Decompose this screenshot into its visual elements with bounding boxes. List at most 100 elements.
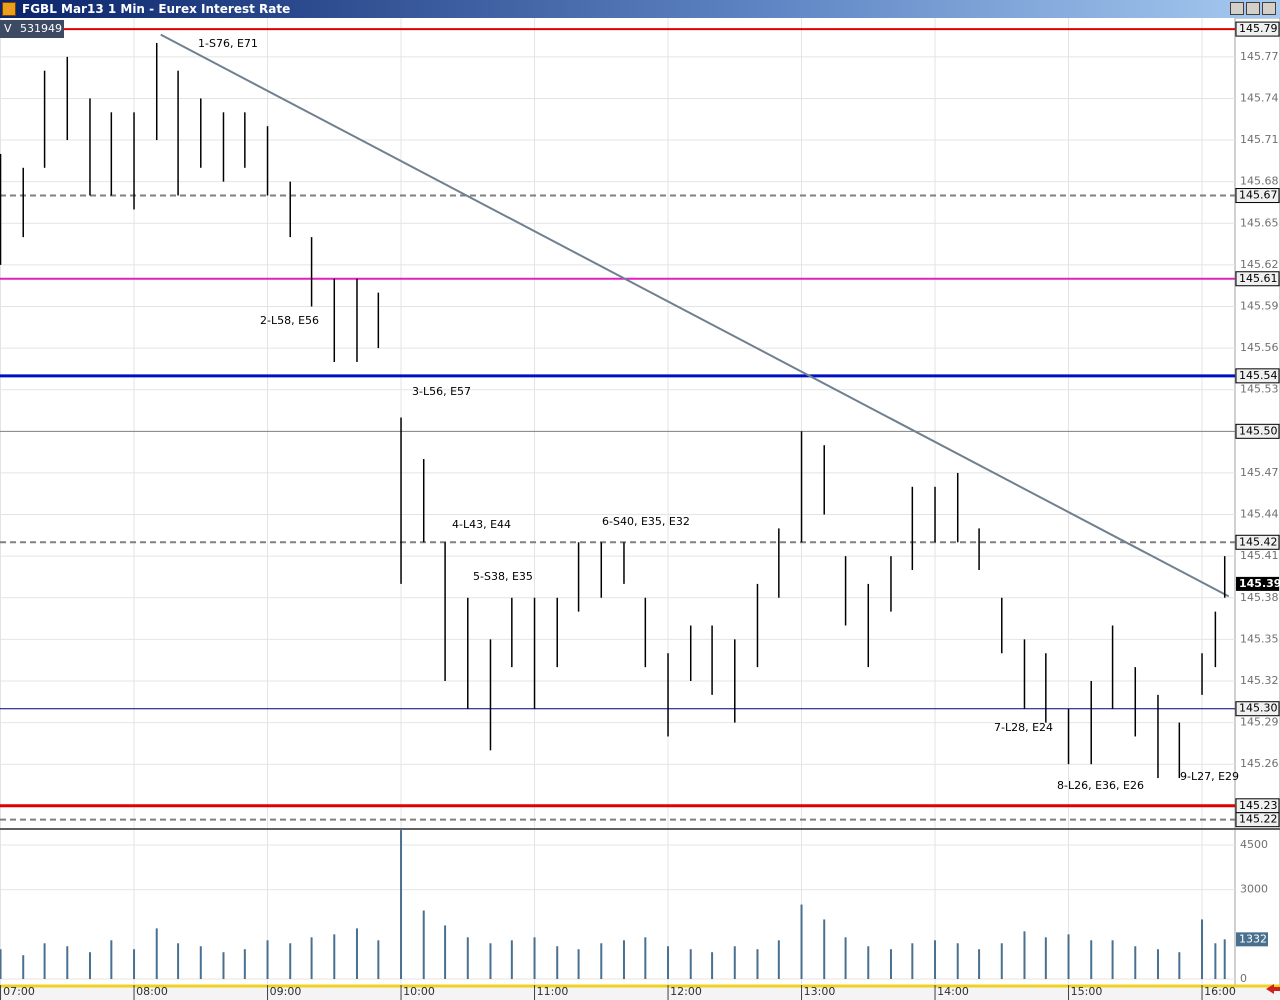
y-tick-label: 145.68 <box>1240 175 1279 188</box>
volume-total-box <box>0 20 64 38</box>
level-label-box <box>1235 188 1280 204</box>
last-volume-box <box>1236 932 1268 947</box>
scroll-arrow[interactable] <box>1266 984 1280 994</box>
volume-bar <box>1201 919 1204 980</box>
trade-annotation: 8-L26, E36, E26 <box>1057 779 1144 792</box>
level-label: 145.22 <box>1239 813 1278 826</box>
volume-bar <box>1067 934 1070 980</box>
volume-bar <box>1178 952 1181 980</box>
volume-bar <box>978 949 981 980</box>
volume-bar <box>1214 943 1217 980</box>
volume-total: 531949 <box>20 22 62 35</box>
level-label: 145.67 <box>1239 189 1278 202</box>
last-volume-label: 1332 <box>1239 932 1267 945</box>
chart: 145.77145.74145.71145.68145.65145.62145.… <box>0 18 1280 1000</box>
volume-bar <box>110 940 113 980</box>
x-tick-label: 15:00 <box>1071 985 1103 998</box>
y-tick-label: 145.41 <box>1240 549 1279 562</box>
trade-annotation: 5-S38, E35 <box>473 570 533 583</box>
trade-annotation: 3-L56, E57 <box>412 385 471 398</box>
volume-bar <box>711 952 714 980</box>
y-tick-label: 0 <box>1240 972 1247 985</box>
level-label: 145.23 <box>1239 799 1278 812</box>
level-label: 145.50 <box>1239 424 1278 437</box>
level-label: 145.30 <box>1239 702 1278 715</box>
level-label-box <box>1235 368 1280 384</box>
volume-bar <box>1111 940 1114 980</box>
level-label-box <box>1235 701 1280 717</box>
level-label: 145.42 <box>1239 535 1278 548</box>
volume-bar <box>622 940 625 980</box>
level-label: 145.79 <box>1239 22 1278 35</box>
volume-bar <box>733 946 736 980</box>
volume-bar <box>689 949 692 980</box>
close-button[interactable] <box>1262 2 1276 15</box>
trendline <box>160 33 1230 598</box>
volume-bar <box>867 946 870 980</box>
y-tick-label: 145.32 <box>1240 674 1279 687</box>
x-tick-label: 13:00 <box>804 985 836 998</box>
trade-annotation: 9-L27, E29 <box>1180 770 1239 783</box>
trade-annotation: 4-L43, E44 <box>452 518 511 531</box>
volume-bar <box>823 919 826 980</box>
volume-bar <box>667 946 670 980</box>
y-tick-label: 145.44 <box>1240 508 1279 521</box>
level-label-box <box>1235 423 1280 439</box>
x-axis-bar <box>0 985 1280 1000</box>
x-tick-label: 11:00 <box>537 985 569 998</box>
last-price-label: 145.39 <box>1239 577 1280 590</box>
volume-bar <box>266 940 269 980</box>
price-pane <box>0 18 1235 828</box>
volume-bar <box>600 943 603 980</box>
volume-bar <box>400 830 403 980</box>
title-bar: FGBL Mar13 1 Min - Eurex Interest Rate <box>0 0 1280 18</box>
x-tick-label: 16:00 <box>1204 985 1236 998</box>
volume-bar <box>1156 949 1159 980</box>
volume-bar <box>243 949 246 980</box>
level-label: 145.61 <box>1239 272 1278 285</box>
trade-annotation: 7-L28, E24 <box>994 721 1053 734</box>
y-tick-label: 145.65 <box>1240 216 1279 229</box>
volume-bar <box>756 949 759 980</box>
x-tick-label: 09:00 <box>270 985 302 998</box>
volume-bar <box>911 943 914 980</box>
volume-bar <box>533 937 536 980</box>
trade-annotation: 2-L58, E56 <box>260 314 319 327</box>
volume-bar <box>644 937 647 980</box>
volume-bar <box>355 928 358 980</box>
x-tick-label: 07:00 <box>3 985 35 998</box>
volume-bar <box>934 940 937 980</box>
level-label-box <box>1235 271 1280 287</box>
y-tick-label: 145.35 <box>1240 632 1279 645</box>
volume-bar <box>956 943 959 980</box>
x-tick-label: 10:00 <box>403 985 435 998</box>
y-tick-label: 4500 <box>1240 838 1268 851</box>
y-tick-label: 145.29 <box>1240 716 1279 729</box>
y-tick-label: 145.77 <box>1240 50 1279 63</box>
volume-bar <box>177 943 180 980</box>
volume-bar <box>556 946 559 980</box>
level-label-box <box>1235 812 1280 828</box>
trade-annotation: 6-S40, E35, E32 <box>602 515 690 528</box>
x-tick-label: 14:00 <box>937 985 969 998</box>
window-title: FGBL Mar13 1 Min - Eurex Interest Rate <box>22 2 291 16</box>
level-label-box <box>1235 21 1280 37</box>
y-tick-label: 145.74 <box>1240 91 1279 104</box>
level-label: 145.54 <box>1239 369 1278 382</box>
volume-bar <box>377 940 380 980</box>
volume-bar <box>800 904 803 980</box>
volume-bar <box>466 937 469 980</box>
app-icon <box>2 2 16 16</box>
y-tick-label: 145.53 <box>1240 383 1279 396</box>
volume-bar <box>1000 943 1003 980</box>
y-tick-label: 145.38 <box>1240 591 1279 604</box>
trade-annotation: 1-S76, E71 <box>198 37 258 50</box>
x-tick-label: 12:00 <box>670 985 702 998</box>
minimize-button[interactable] <box>1230 2 1244 15</box>
y-tick-label: 145.47 <box>1240 466 1279 479</box>
volume-bar <box>199 946 202 980</box>
volume-bar <box>422 910 425 980</box>
volume-bar <box>155 928 158 980</box>
volume-bar <box>0 949 2 980</box>
restore-button[interactable] <box>1246 2 1260 15</box>
